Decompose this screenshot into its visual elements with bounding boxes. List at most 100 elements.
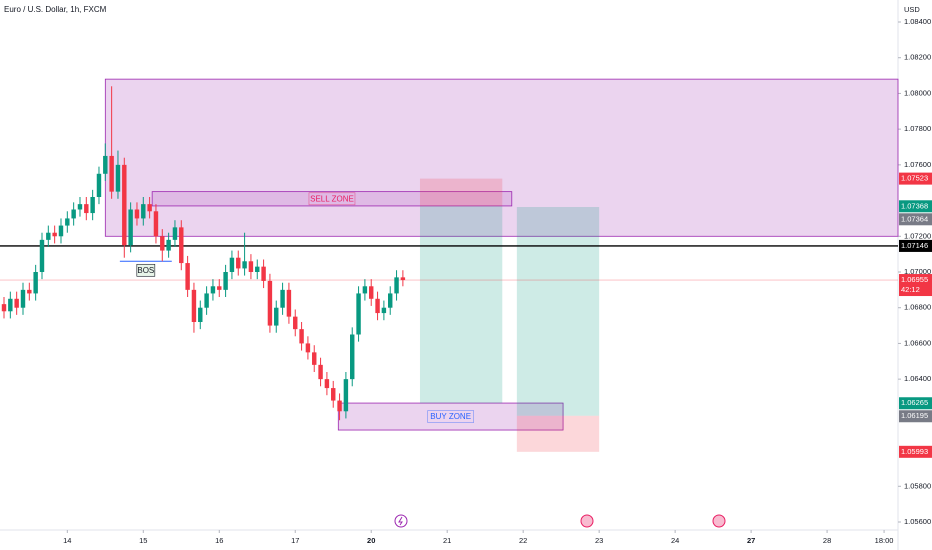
plot: 1.05600 1.05800 1.06400 1.06600 1.06800 1.070…: [0, 17, 932, 545]
x-tick-label: 22: [519, 536, 527, 545]
candle-body: [128, 209, 133, 246]
price-label: 1.07368: [901, 201, 928, 210]
price-label: 1.06195: [901, 411, 928, 420]
candle-body: [27, 289, 32, 294]
event-icon: [398, 516, 403, 526]
candle-body: [84, 204, 89, 214]
x-tick-label: 16: [215, 536, 223, 545]
x-tick-label: 15: [139, 536, 147, 545]
price-label-box: [899, 445, 932, 458]
price-label-box: [899, 410, 932, 423]
candle-body: [242, 261, 247, 269]
price-label: 1.07146: [901, 241, 928, 250]
zone: [337, 402, 564, 431]
candle-body: [286, 289, 292, 317]
price-label-box: [899, 213, 932, 226]
candle-body: [96, 173, 102, 197]
candle-body: [198, 307, 203, 322]
x-tick-label: 21: [443, 536, 451, 545]
candle-body: [153, 211, 159, 237]
candle-body: [236, 257, 241, 269]
candle-body: [350, 334, 355, 380]
x-tick-label: 24: [671, 536, 679, 545]
candle-body: [223, 272, 228, 290]
x-tick-label: 28: [823, 536, 831, 545]
candle-body: [147, 204, 152, 212]
candle-body: [109, 155, 114, 192]
candle-body: [141, 204, 146, 219]
candle-body: [77, 204, 83, 210]
candle-body: [369, 286, 374, 299]
stop-area: [419, 178, 503, 207]
zone-label-box: [308, 192, 356, 206]
y-tick-label: 1.07000: [904, 267, 931, 276]
bos-label-box: [136, 263, 156, 277]
candle-body: [185, 263, 190, 290]
price-label: 1.06265: [901, 398, 928, 407]
countdown: 42:12: [901, 285, 920, 294]
candle-body: [229, 257, 235, 272]
candle-body: [280, 289, 285, 308]
candle-body: [71, 209, 76, 219]
candle-body: [312, 352, 317, 365]
x-tick-label: 23: [595, 536, 603, 545]
candle-body: [324, 379, 330, 389]
y-tick-label: 1.06600: [904, 338, 931, 347]
candle-body: [299, 329, 304, 344]
candle-body: [255, 266, 260, 272]
target-area: [419, 206, 503, 404]
x-tick-label: 27: [747, 536, 755, 545]
y-tick-label: 1.07600: [904, 160, 931, 169]
zone-label: BUY ZONE: [430, 412, 471, 421]
y-tick-label: 1.06400: [904, 374, 931, 383]
candle-body: [115, 164, 121, 192]
candle-body: [160, 236, 165, 251]
x-tick-label: 14: [63, 536, 71, 545]
price-label: 1.06955: [901, 275, 928, 284]
candle-body: [191, 289, 197, 322]
x-tick-label: 20: [367, 536, 375, 545]
chart-title: Euro / U.S. Dollar, 1h, FXCM: [4, 5, 107, 14]
stop-area: [516, 415, 600, 452]
candle-body: [1, 304, 7, 312]
candle-body: [305, 343, 311, 353]
price-label-box: [899, 239, 932, 252]
zone-label-box: [427, 410, 474, 423]
bos-label: BOS: [137, 266, 154, 275]
price-label-box: [899, 274, 932, 297]
candle-body: [14, 298, 19, 308]
x-tick-label: 17: [291, 536, 299, 545]
candle-body: [388, 293, 393, 308]
candle-body: [261, 266, 266, 281]
candle-body: [394, 277, 399, 294]
y-tick-label: 1.05600: [904, 517, 931, 526]
candle-body: [204, 293, 209, 308]
candle-body: [318, 364, 323, 380]
candle-body: [267, 280, 273, 326]
candle-body: [217, 286, 222, 290]
candle-body: [8, 298, 13, 312]
candle-body: [65, 218, 70, 226]
candle-body: [103, 155, 108, 174]
candle-body: [52, 232, 57, 237]
y-tick-label: 1.08200: [904, 53, 931, 62]
candle-body: [46, 232, 51, 240]
price-label: 1.07364: [901, 214, 928, 223]
price-label-box: [899, 172, 932, 185]
candle-body: [274, 307, 279, 326]
candle-body: [134, 209, 140, 219]
target-area: [516, 207, 600, 416]
y-tick-label: 1.06800: [904, 303, 931, 312]
candle-body: [33, 272, 38, 294]
price-label-box: [899, 397, 932, 410]
y-tick-label: 1.08000: [904, 88, 931, 97]
currency: USD: [904, 5, 920, 14]
candle-body: [166, 239, 171, 251]
zone-label: SELL ZONE: [310, 194, 354, 203]
candle-body: [293, 316, 298, 330]
y-tick-label: 1.05800: [904, 481, 931, 490]
